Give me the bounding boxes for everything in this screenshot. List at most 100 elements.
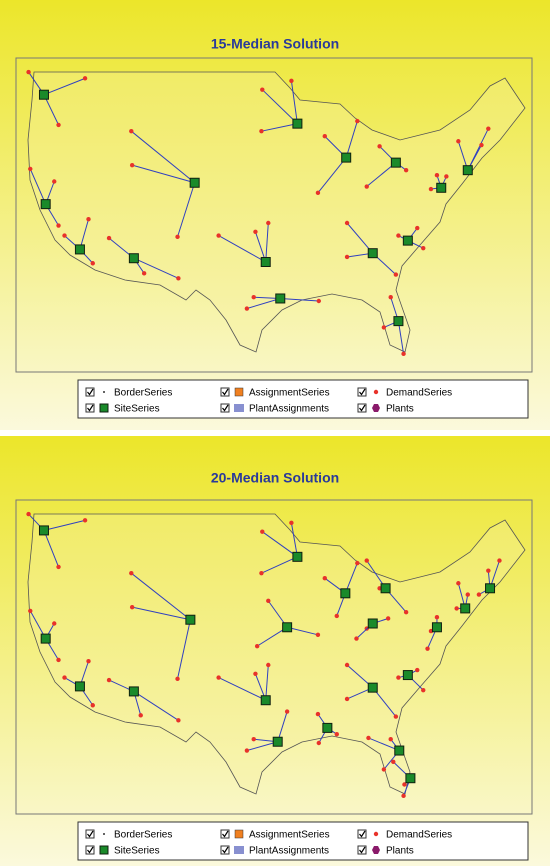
demand-point [421,687,426,693]
demand-point [497,558,502,563]
assignment-line [133,691,179,721]
assignment-line [261,123,298,132]
legend-label: DemandSeries [386,388,452,399]
legend-checkbox[interactable] [85,403,95,413]
site [390,157,401,168]
demand-point [260,87,265,92]
assignment-line [261,556,298,574]
demand-point [62,233,67,238]
site [38,525,49,536]
site [402,235,413,246]
assignment-line [277,711,288,742]
assignment-line [177,182,196,237]
legend-checkbox[interactable] [220,845,230,855]
demand-point [176,718,181,723]
demand-point [322,576,327,581]
site [40,199,51,210]
demand-point [377,144,382,149]
legend-check [87,846,94,854]
demand-point [90,703,95,708]
legend-checkbox[interactable] [357,845,367,855]
demand-point [391,759,396,765]
legend-checkbox[interactable] [357,403,367,413]
legend-check [222,404,229,412]
assignment-line [246,297,281,310]
legend-label: Plants [386,404,414,415]
panel: 15-Median Solution [0,0,550,430]
legend-checkbox[interactable] [220,387,230,397]
assignment-line [345,120,358,158]
site [460,603,471,614]
demand-point [402,782,407,787]
demand-point [56,223,61,228]
demand-point [52,621,57,626]
legend-label: AssignmentSeries [249,830,330,841]
demand-point [479,142,484,148]
site [436,182,447,193]
demand-point [354,636,359,641]
legend-checkbox[interactable] [85,829,95,839]
legend-checkbox[interactable] [85,387,95,397]
demand-point [444,174,449,179]
demand-point [315,190,321,196]
site [431,622,442,633]
assignment-line [43,519,86,531]
legend-check [222,846,229,854]
demand-point [289,520,294,526]
site [322,722,333,733]
site [292,118,303,129]
legend-label: AssignmentSeries [249,388,330,399]
demand-point [434,615,440,620]
legend-checkbox[interactable] [85,845,95,855]
legend-icon [234,829,244,839]
demand-point [175,234,180,240]
legend-checkbox[interactable] [220,403,230,413]
assignment-line [344,562,358,594]
assignment-line [280,297,319,302]
demand-point [454,606,459,611]
assignment-line [79,219,89,250]
demand-point [355,118,360,124]
site [402,670,413,681]
demand-point [344,662,350,668]
demand-point [393,272,399,277]
legend-icon [99,403,109,413]
demand-point [56,564,61,570]
assignment-line [130,130,195,184]
demand-point [56,657,61,663]
assignment-line [397,321,405,354]
site [393,316,404,327]
legend-checkbox[interactable] [357,829,367,839]
demand-point [425,646,430,651]
demand-point [403,609,409,615]
legend-check [222,830,229,838]
demand-point [176,276,181,281]
demand-point [456,581,461,586]
legend-label: BorderSeries [114,388,172,399]
demand-point [322,134,327,139]
legend-icon [103,391,105,393]
demand-point [364,184,369,189]
legend-label: Plants [386,846,414,857]
legend-checkbox[interactable] [357,387,367,397]
site [40,633,51,644]
demand-point [396,233,401,238]
assignment-line [265,222,269,263]
demand-point [244,306,250,311]
legend-checkbox[interactable] [220,829,230,839]
site [367,248,378,259]
demand-point [28,608,33,614]
assignment-line [290,522,298,557]
legend-label: SiteSeries [114,404,160,415]
legend-label: BorderSeries [114,830,172,841]
site [367,618,378,629]
demand-point [62,675,67,680]
demand-point [381,325,387,330]
legend-icon [373,389,379,395]
demand-point [129,162,135,168]
map-frame [15,57,533,373]
demand-point [415,667,420,673]
assignment-line [246,741,278,752]
demand-point [415,225,420,231]
